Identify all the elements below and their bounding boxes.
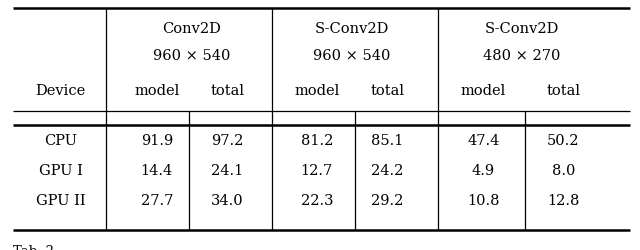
- Text: total: total: [210, 84, 244, 98]
- Text: 14.4: 14.4: [141, 164, 173, 178]
- Text: 8.0: 8.0: [552, 164, 575, 178]
- Text: 10.8: 10.8: [467, 194, 499, 208]
- Text: GPU I: GPU I: [39, 164, 83, 178]
- Text: model: model: [294, 84, 339, 98]
- Text: 22.3: 22.3: [301, 194, 333, 208]
- Text: Device: Device: [36, 84, 86, 98]
- Text: 27.7: 27.7: [141, 194, 173, 208]
- Text: CPU: CPU: [44, 134, 77, 148]
- Text: total: total: [546, 84, 580, 98]
- Text: Conv2D: Conv2D: [163, 22, 221, 36]
- Text: 97.2: 97.2: [211, 134, 243, 148]
- Text: total: total: [370, 84, 404, 98]
- Text: 12.7: 12.7: [301, 164, 333, 178]
- Text: S-Conv2D: S-Conv2D: [315, 22, 389, 36]
- Text: 85.1: 85.1: [371, 134, 403, 148]
- Text: 50.2: 50.2: [547, 134, 579, 148]
- Text: 960 × 540: 960 × 540: [314, 49, 390, 63]
- Text: S-Conv2D: S-Conv2D: [484, 22, 559, 36]
- Text: 960 × 540: 960 × 540: [154, 49, 230, 63]
- Text: 47.4: 47.4: [467, 134, 499, 148]
- Text: GPU II: GPU II: [36, 194, 86, 208]
- Text: 24.2: 24.2: [371, 164, 403, 178]
- Text: 91.9: 91.9: [141, 134, 173, 148]
- Text: Tab. 2: Tab. 2: [13, 245, 54, 250]
- Text: 29.2: 29.2: [371, 194, 403, 208]
- Text: 24.1: 24.1: [211, 164, 243, 178]
- Text: 4.9: 4.9: [472, 164, 495, 178]
- Text: 12.8: 12.8: [547, 194, 579, 208]
- Text: 34.0: 34.0: [211, 194, 243, 208]
- Text: model: model: [134, 84, 179, 98]
- Text: 480 × 270: 480 × 270: [483, 49, 560, 63]
- Text: 81.2: 81.2: [301, 134, 333, 148]
- Text: model: model: [461, 84, 506, 98]
